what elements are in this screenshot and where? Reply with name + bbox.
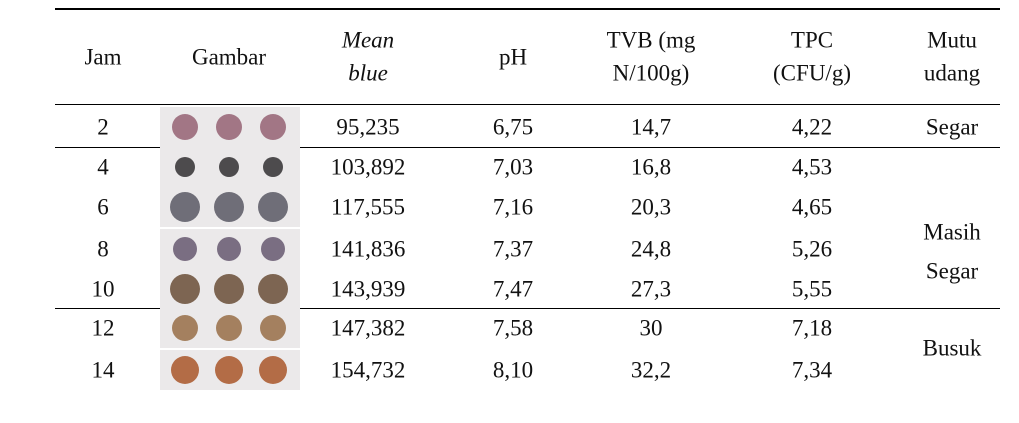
cell: 141,836 xyxy=(330,236,406,262)
header-cell: pH xyxy=(498,44,528,70)
sample-spot xyxy=(258,192,288,222)
top-rule xyxy=(55,8,1000,10)
sample-spot xyxy=(259,356,287,384)
cell: 4,22 xyxy=(791,114,833,140)
sample-spot xyxy=(260,315,286,341)
cell: 7,18 xyxy=(791,315,833,341)
header-cell: Gambar xyxy=(191,44,267,70)
sample-spot xyxy=(170,274,200,304)
cell: 27,3 xyxy=(630,276,672,302)
cell: 7,34 xyxy=(791,357,833,383)
cell: 8 xyxy=(97,236,109,262)
cell: 7,03 xyxy=(492,154,534,180)
sample-spot xyxy=(216,114,242,140)
sample-spot xyxy=(258,274,288,304)
sample-spot xyxy=(173,237,197,261)
cell: 5,55 xyxy=(791,276,833,302)
cell: 4,53 xyxy=(791,154,833,180)
header-cell: blue xyxy=(348,60,388,86)
sample-spot xyxy=(216,315,242,341)
header-cell: Jam xyxy=(84,44,122,70)
sample-spot xyxy=(170,192,200,222)
header-rule xyxy=(55,104,1000,105)
cell: 95,235 xyxy=(336,114,400,140)
cell: 6 xyxy=(97,194,109,220)
sample-spot xyxy=(171,356,199,384)
header-cell: Mean xyxy=(341,27,395,53)
header-cell: TPC xyxy=(790,27,834,53)
cell: 8,10 xyxy=(492,357,534,383)
sample-spot xyxy=(260,114,286,140)
cell: 20,3 xyxy=(630,194,672,220)
cell: 5,26 xyxy=(791,236,833,262)
cell: 4,65 xyxy=(791,194,833,220)
quality-label: Segar xyxy=(925,114,979,140)
cell: 147,382 xyxy=(330,315,406,341)
header-cell: udang xyxy=(923,60,981,86)
cell: 10 xyxy=(91,276,115,302)
sample-spot xyxy=(214,192,244,222)
cell: 16,8 xyxy=(630,154,672,180)
cell: 6,75 xyxy=(492,114,534,140)
cell: 32,2 xyxy=(630,357,672,383)
quality-label: Busuk xyxy=(922,335,982,361)
cell: 103,892 xyxy=(330,154,406,180)
sample-spot xyxy=(172,315,198,341)
cell: 7,16 xyxy=(492,194,534,220)
quality-label: Segar xyxy=(925,258,979,284)
cell: 7,58 xyxy=(492,315,534,341)
cell: 30 xyxy=(639,315,663,341)
cell: 14 xyxy=(91,357,115,383)
cell: 2 xyxy=(97,114,109,140)
cell: 7,37 xyxy=(492,236,534,262)
cell: 143,939 xyxy=(330,276,406,302)
sample-spot xyxy=(214,274,244,304)
header-cell: TVB (mg xyxy=(606,27,696,53)
sample-spot xyxy=(219,157,239,177)
cell: 4 xyxy=(97,154,109,180)
header-cell: Mutu xyxy=(927,27,977,53)
sample-spot xyxy=(172,114,198,140)
cell: 7,47 xyxy=(492,276,534,302)
sample-spot xyxy=(263,157,283,177)
cell: 12 xyxy=(91,315,115,341)
cell: 14,7 xyxy=(630,114,672,140)
sample-spot xyxy=(215,356,243,384)
header-cell: N/100g) xyxy=(612,60,690,86)
header-cell: (CFU/g) xyxy=(773,60,851,86)
group-rule xyxy=(55,147,1000,148)
sample-spot xyxy=(175,157,195,177)
sample-spot xyxy=(261,237,285,261)
cell: 117,555 xyxy=(331,194,405,220)
sample-spot xyxy=(217,237,241,261)
quality-label: Masih xyxy=(923,219,981,245)
group-rule xyxy=(55,308,1000,309)
cell: 24,8 xyxy=(630,236,672,262)
cell: 154,732 xyxy=(330,357,406,383)
